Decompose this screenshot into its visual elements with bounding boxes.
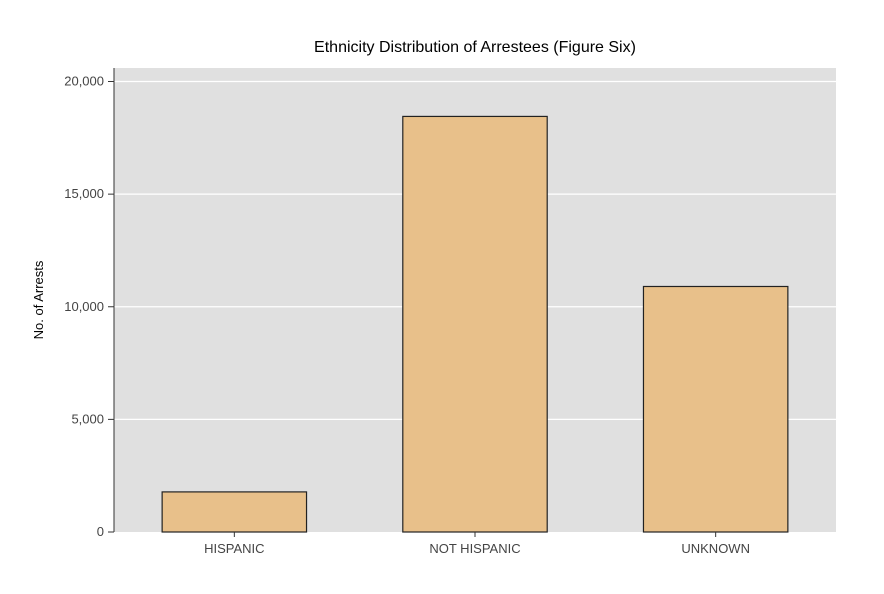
bars: [161, 115, 789, 533]
y-tick-label: 15,000: [64, 186, 104, 201]
y-tick-label: 0: [97, 524, 104, 539]
y-tick-label: 5,000: [71, 411, 104, 426]
y-tick-label: 10,000: [64, 299, 104, 314]
bar-unknown: [642, 285, 789, 533]
bar-hispanic: [161, 491, 308, 533]
y-ticks: 0 5,000 10,000 15,000 20,000: [64, 74, 114, 539]
y-tick-label: 20,000: [64, 74, 104, 89]
x-tick-label: NOT HISPANIC: [429, 541, 520, 556]
x-ticks: HISPANIC NOT HISPANIC UNKNOWN: [204, 532, 750, 556]
chart-title: Ethnicity Distribution of Arrestees (Fig…: [314, 39, 636, 56]
x-tick-label: HISPANIC: [204, 541, 264, 556]
x-tick-label: UNKNOWN: [681, 541, 750, 556]
bar-not-hispanic: [402, 115, 548, 533]
y-axis-label: No. of Arrests: [31, 260, 46, 339]
